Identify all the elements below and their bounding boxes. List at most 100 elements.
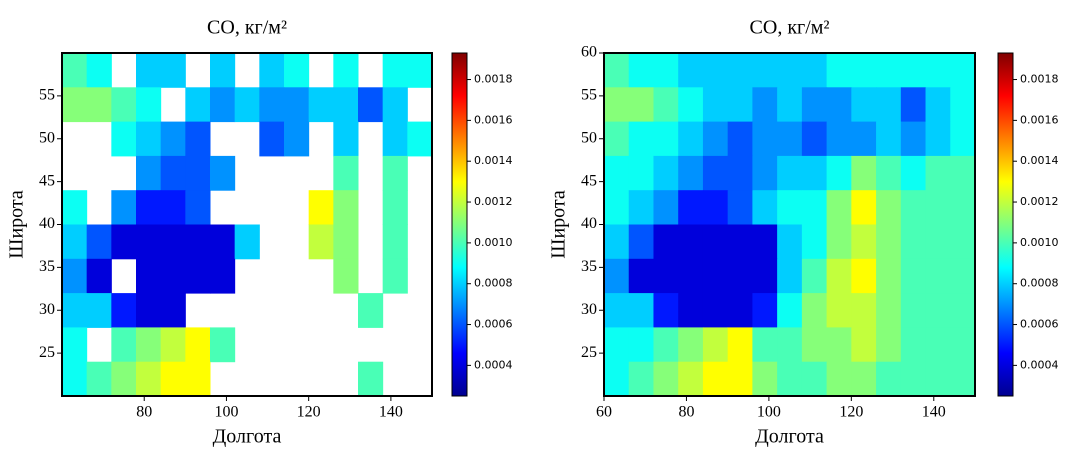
heatmap-cell — [900, 327, 927, 363]
heatmap-cell — [826, 224, 852, 260]
heatmap-cell — [653, 53, 679, 88]
heatmap-cell — [950, 87, 976, 123]
heatmap-cell — [727, 155, 753, 191]
heatmap-cell — [653, 361, 679, 397]
heatmap-cell — [160, 53, 186, 88]
heatmap-cell — [136, 258, 162, 294]
heatmap-cell — [925, 327, 951, 363]
heatmap-cell — [702, 224, 729, 260]
heatmap-cell — [752, 53, 778, 88]
heatmap-cell — [702, 121, 729, 157]
heatmap-cell — [876, 224, 902, 260]
colorbar-tick-label: 0.0004 — [474, 358, 513, 371]
heatmap-cell — [259, 121, 285, 157]
x-tick-label: 100 — [214, 404, 238, 421]
colorbar-tick-label: 0.0006 — [1020, 318, 1059, 331]
heatmap-cell — [702, 293, 729, 328]
colorbar-tick-label: 0.0008 — [1020, 277, 1059, 290]
heatmap-cell — [210, 224, 236, 260]
heatmap-cell — [111, 87, 137, 123]
colorbar — [997, 52, 1014, 397]
heatmap-cell — [407, 121, 433, 157]
heatmap-cell — [801, 327, 828, 363]
heatmap-cell — [628, 293, 654, 328]
heatmap-cell — [604, 293, 630, 328]
heatmap-cell — [628, 87, 654, 123]
heatmap-cell — [876, 258, 902, 294]
heatmap-cell — [876, 87, 902, 123]
x-tick-label: 80 — [678, 404, 694, 421]
y-tick-label: 50 — [39, 129, 55, 146]
heatmap-cell — [876, 293, 902, 328]
x-tick-label: 60 — [596, 404, 612, 421]
heatmap-cell — [358, 87, 384, 123]
heatmap-cell — [702, 155, 729, 191]
heatmap-cell — [826, 293, 852, 328]
heatmap-cell — [727, 327, 753, 363]
heatmap-cell — [160, 224, 186, 260]
heatmap-cell — [308, 87, 334, 123]
heatmap-cell — [826, 327, 852, 363]
heatmap-cell — [950, 327, 976, 363]
heatmap-cell — [950, 258, 976, 294]
heatmap-cell — [727, 258, 753, 294]
heatmap-cell — [604, 258, 630, 294]
heatmap-cell — [284, 53, 310, 88]
heatmap-cell — [62, 258, 88, 294]
heatmap-cell — [185, 121, 211, 157]
heatmap-cell — [308, 190, 334, 225]
heatmap-cell — [604, 121, 630, 157]
heatmap-cell — [185, 190, 211, 225]
heatmap-cell — [900, 293, 927, 328]
heatmap-cell — [851, 224, 877, 260]
x-axis-label: Долгота — [755, 426, 824, 448]
heatmap-cell — [876, 53, 902, 88]
heatmap-cell — [900, 258, 927, 294]
heatmap-cell — [333, 224, 359, 260]
heatmap-cell — [185, 224, 211, 260]
y-tick-label: 45 — [581, 172, 597, 189]
colorbar-tick-label: 0.0018 — [474, 73, 513, 86]
heatmap-cell — [900, 155, 927, 191]
heatmap-cell — [826, 87, 852, 123]
heatmap-cell — [604, 87, 630, 123]
heatmap-cell — [382, 53, 408, 88]
heatmap-cell — [653, 258, 679, 294]
heatmap-cell — [604, 361, 630, 397]
heatmap-cell — [382, 155, 408, 191]
heatmap-cell — [333, 258, 359, 294]
heatmap-cell — [111, 361, 137, 397]
heatmap-cell — [950, 224, 976, 260]
heatmap-cell — [727, 293, 753, 328]
heatmap-cell — [900, 361, 927, 397]
heatmap-cell — [111, 224, 137, 260]
heatmap-cell — [851, 190, 877, 225]
heatmap-cell — [702, 361, 729, 397]
heatmap-cell — [678, 121, 704, 157]
heatmap-cell — [62, 190, 88, 225]
heatmap-cell — [160, 361, 186, 397]
heatmap-cell — [702, 327, 729, 363]
heatmap-cell — [801, 293, 828, 328]
colorbar-tick-label: 0.0010 — [1020, 236, 1059, 249]
heatmap-cell — [358, 293, 384, 328]
heatmap-cell — [678, 327, 704, 363]
heatmap-cell — [678, 190, 704, 225]
heatmap-cell — [678, 155, 704, 191]
x-tick-label: 140 — [922, 404, 946, 421]
heatmap-cell — [284, 87, 310, 123]
heatmap-cell — [136, 293, 162, 328]
heatmap-cell — [826, 155, 852, 191]
colorbar-tick-label: 0.0016 — [1020, 113, 1059, 126]
heatmap-cell — [628, 190, 654, 225]
heatmap-cell — [136, 87, 162, 123]
heatmap-cell — [826, 53, 852, 88]
x-tick-label: 80 — [136, 404, 152, 421]
heatmap-cell — [628, 155, 654, 191]
heatmap-cell — [801, 121, 828, 157]
heatmap-cell — [628, 121, 654, 157]
colorbar — [451, 52, 468, 397]
heatmap-cell — [925, 190, 951, 225]
heatmap-cell — [925, 293, 951, 328]
heatmap-cell — [333, 121, 359, 157]
